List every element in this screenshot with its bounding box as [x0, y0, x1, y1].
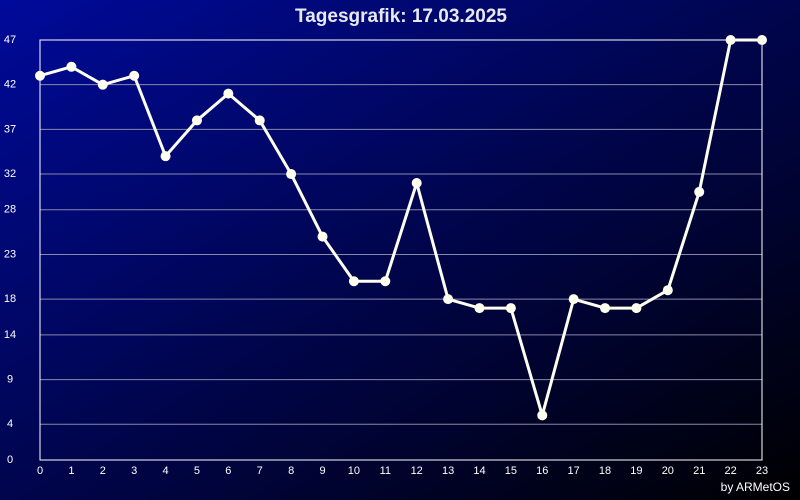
y-tick-label: 37: [4, 123, 16, 135]
x-tick-label: 12: [411, 465, 423, 477]
x-tick-label: 18: [599, 465, 611, 477]
footer: by ARMetOS: [721, 480, 790, 494]
data-point: [443, 294, 454, 305]
y-tick-label: 4: [7, 418, 13, 430]
x-tick-label: 17: [568, 465, 580, 477]
data-point: [662, 285, 673, 296]
y-tick-label: 18: [4, 293, 16, 305]
x-tick-label: 15: [505, 465, 517, 477]
data-point: [191, 115, 202, 126]
x-tick-label: 10: [348, 465, 360, 477]
data-point: [348, 276, 359, 287]
data-point: [411, 177, 422, 188]
data-point: [537, 410, 548, 421]
x-tick-label: 1: [68, 465, 74, 477]
data-point: [631, 303, 642, 314]
y-tick-label: 0: [7, 454, 13, 466]
data-line: [39, 38, 762, 417]
data-point: [725, 35, 736, 45]
data-point: [694, 186, 705, 197]
x-tick-label: 13: [442, 465, 454, 477]
data-point: [474, 303, 485, 314]
x-tick-label: 7: [257, 465, 263, 477]
data-point: [223, 88, 234, 99]
data-point: [505, 303, 516, 314]
y-tick-label: 14: [4, 329, 16, 341]
x-tick-label: 3: [131, 465, 137, 477]
data-point: [254, 115, 265, 126]
y-tick-label: 9: [7, 373, 13, 385]
x-tick-label: 20: [662, 465, 674, 477]
chart-title: Tagesgrafik: 17.03.2025: [295, 6, 507, 27]
data-point: [600, 303, 611, 314]
data-point: [317, 231, 328, 242]
data-point: [35, 70, 45, 81]
x-tick-label: 14: [473, 465, 485, 477]
data-point: [97, 79, 108, 90]
x-tick-label: 21: [693, 465, 705, 477]
x-tick-label: 8: [288, 465, 294, 477]
y-tick-label: 32: [4, 168, 16, 180]
data-point: [286, 169, 297, 180]
x-tick-label: 2: [100, 465, 106, 477]
x-tick-label: 22: [724, 465, 736, 477]
x-tick-label: 23: [756, 465, 768, 477]
y-tick-label: 23: [4, 248, 16, 260]
x-tick-label: 0: [37, 465, 43, 477]
y-tick-label: 42: [4, 79, 16, 91]
x-tick-label: 19: [630, 465, 642, 477]
data-point: [160, 151, 171, 162]
data-point: [129, 70, 140, 81]
data-point: [380, 276, 391, 287]
x-tick-label: 9: [319, 465, 325, 477]
data-point: [568, 294, 579, 305]
x-tick-label: 5: [194, 465, 200, 477]
x-tick-label: 16: [536, 465, 548, 477]
y-tick-label: 28: [4, 204, 16, 216]
data-point: [66, 61, 77, 72]
plot-border: [39, 39, 763, 461]
x-tick-label: 6: [225, 465, 231, 477]
x-tick-label: 4: [163, 465, 169, 477]
x-tick-label: 11: [380, 465, 391, 477]
y-tick-label: 47: [4, 34, 16, 46]
data-point: [757, 35, 767, 45]
